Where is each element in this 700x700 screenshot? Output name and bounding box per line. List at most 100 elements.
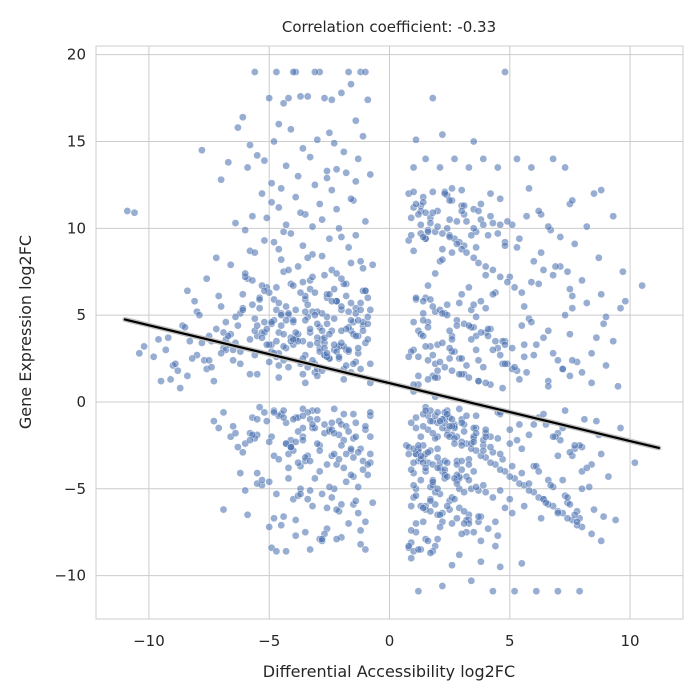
data-point	[359, 465, 367, 474]
data-point	[296, 208, 305, 217]
data-point	[337, 302, 346, 311]
data-point	[361, 545, 370, 554]
data-point	[428, 188, 437, 196]
data-point	[445, 233, 454, 241]
data-point	[149, 352, 158, 361]
data-point	[363, 471, 372, 479]
data-point	[344, 68, 353, 76]
data-point	[359, 264, 367, 273]
data-point	[173, 366, 182, 375]
data-point	[438, 255, 447, 264]
data-point	[351, 418, 360, 427]
data-point	[332, 269, 341, 278]
data-point	[347, 299, 355, 307]
data-point	[330, 405, 339, 413]
data-point	[505, 439, 514, 448]
data-point	[299, 241, 307, 250]
data-point	[320, 94, 329, 102]
data-point	[188, 354, 197, 363]
data-point	[330, 450, 339, 458]
data-point	[274, 245, 283, 254]
data-point	[306, 153, 314, 161]
data-point	[234, 123, 242, 132]
data-point	[414, 441, 423, 450]
data-point	[486, 458, 495, 467]
data-point	[529, 351, 538, 359]
data-point	[323, 167, 331, 175]
data-point	[205, 356, 213, 365]
data-point	[431, 373, 440, 382]
data-point	[455, 299, 464, 307]
data-point	[351, 177, 360, 186]
data-point	[508, 462, 517, 471]
data-point	[323, 319, 331, 328]
data-point	[243, 163, 252, 172]
y-tick-label: −5	[64, 480, 86, 498]
data-point	[638, 281, 646, 290]
data-point	[421, 155, 430, 163]
data-point	[315, 467, 324, 476]
data-point	[445, 196, 454, 205]
data-point	[311, 181, 319, 189]
data-point	[477, 557, 485, 566]
data-point	[481, 379, 490, 387]
data-point	[318, 490, 326, 498]
data-point	[462, 217, 471, 226]
data-point	[335, 224, 343, 233]
y-axis-ticks: −10 −5 0 5 10 15 20	[54, 46, 86, 585]
data-point	[412, 413, 420, 422]
data-point	[587, 530, 596, 538]
data-point	[426, 417, 435, 425]
data-point	[277, 321, 286, 330]
data-point	[238, 448, 247, 457]
data-point	[450, 439, 459, 448]
data-point	[501, 340, 509, 349]
data-point	[301, 307, 310, 316]
data-point	[330, 340, 339, 349]
data-point	[332, 205, 341, 214]
data-point	[445, 422, 454, 431]
data-point	[467, 335, 476, 344]
data-point	[424, 323, 432, 332]
data-point	[496, 220, 505, 229]
data-point	[469, 528, 478, 537]
data-point	[472, 411, 480, 420]
data-point	[602, 361, 610, 370]
data-point	[428, 208, 437, 217]
data-point	[479, 363, 488, 372]
data-point	[566, 285, 574, 293]
data-point	[421, 208, 430, 217]
data-point	[289, 68, 298, 76]
data-point	[484, 524, 492, 533]
data-point	[219, 505, 228, 514]
data-point	[361, 517, 370, 526]
data-point	[501, 68, 509, 76]
data-point	[274, 361, 283, 370]
data-point	[359, 132, 367, 141]
y-tick-label: −10	[54, 567, 86, 585]
data-point	[520, 340, 529, 349]
data-point	[301, 316, 310, 325]
data-point	[457, 465, 466, 474]
data-point	[563, 267, 572, 276]
data-point	[238, 290, 247, 299]
data-point	[323, 460, 331, 469]
data-point	[481, 432, 490, 441]
data-point	[267, 318, 276, 326]
data-point	[265, 523, 274, 531]
data-point	[597, 537, 606, 545]
chart-title: Correlation coefficient: -0.33	[282, 18, 496, 36]
data-point	[554, 587, 562, 596]
data-point	[135, 349, 144, 358]
data-point	[428, 351, 437, 359]
y-tick-label: 0	[76, 393, 86, 411]
data-point	[217, 349, 225, 358]
data-point	[517, 444, 526, 453]
data-point	[356, 257, 365, 266]
data-point	[258, 333, 266, 342]
data-point	[287, 125, 295, 134]
data-point	[472, 243, 480, 252]
data-point	[416, 451, 425, 460]
data-point	[335, 455, 343, 464]
data-point	[522, 368, 531, 377]
